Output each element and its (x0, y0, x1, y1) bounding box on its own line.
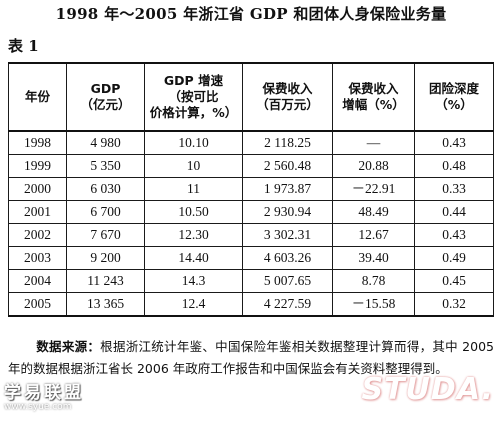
table-cell: 0.45 (414, 269, 494, 293)
table-cell: 2001 (8, 200, 67, 224)
table-cell: 2003 (8, 246, 67, 270)
table-cell: 11 243 (66, 269, 145, 293)
table-cell: 14.40 (144, 246, 243, 270)
table-row: 2003 9 200 14.40 4 603.26 39.40 0.49 (8, 246, 494, 270)
table-cell: 0.43 (414, 223, 494, 247)
table-cell: 48.49 (332, 200, 415, 224)
header-gdp: GDP （亿元） (66, 62, 145, 132)
table-cell: 10.50 (144, 200, 243, 224)
table-cell: 39.40 (332, 246, 415, 270)
table-cell: 6 030 (66, 177, 145, 201)
header-premium-growth: 保费收入 增幅（%） (332, 62, 415, 132)
table-cell: 5 350 (66, 154, 145, 178)
table-cell: 12.67 (332, 223, 415, 247)
header-line: （按可比 (168, 89, 219, 104)
table-cell: 10.10 (144, 130, 243, 155)
table-cell: 2002 (8, 223, 67, 247)
header-line: GDP 增速 (163, 73, 224, 88)
table-cell: 20.88 (332, 154, 415, 178)
table-cell: — (332, 130, 415, 155)
header-line: 保费收入 (348, 81, 399, 96)
table-cell: 2000 (8, 177, 67, 201)
table-header-row: 年份 GDP （亿元） GDP 增速 （按可比 价格计算，%） 保费收入 （百万元） 保费收入增… (8, 62, 494, 132)
header-line: 年份 (24, 89, 50, 104)
watermark-right: STUDA. (361, 372, 494, 407)
header-line: 价格计算，%） (149, 105, 238, 120)
table-cell: －15.58 (332, 292, 415, 317)
table-row: 1999 5 350 10 2 560.48 20.88 0.48 (8, 154, 494, 178)
table-label: 表 1 (8, 37, 39, 55)
table-cell: 13 365 (66, 292, 145, 317)
table-cell: 5 007.65 (242, 269, 333, 293)
watermark-left: 学易联盟 (4, 383, 84, 403)
table-cell: 12.4 (144, 292, 243, 317)
table-cell: 11 (144, 177, 243, 201)
table-cell: 8.78 (332, 269, 415, 293)
table-cell: 6 700 (66, 200, 145, 224)
table-cell: 1998 (8, 130, 67, 155)
table-cell: 2 930.94 (242, 200, 333, 224)
table-cell: 3 302.31 (242, 223, 333, 247)
source-footnote: 数据来源：根据浙江统计年鉴、中国保险年鉴相关数据整理计算而得，其中 2005 年… (8, 336, 494, 380)
table-cell: 2 118.25 (242, 130, 333, 155)
table-cell: 0.33 (414, 177, 494, 201)
table-cell: 4 980 (66, 130, 145, 155)
table-cell: 0.43 (414, 130, 494, 155)
footnote-label: 数据来源： (36, 339, 101, 354)
table-cell: 1 973.87 (242, 177, 333, 201)
document-title: 1998 年～2005 年浙江省 GDP 和团体人身保险业务量 (55, 5, 447, 23)
table-cell: 14.3 (144, 269, 243, 293)
table-cell: 4 603.26 (242, 246, 333, 270)
header-line: （%） (435, 97, 473, 112)
table-row: 2000 6 030 11 1 973.87 －22.91 0.33 (8, 177, 494, 201)
data-table: 年份 GDP （亿元） GDP 增速 （按可比 价格计算，%） 保费收入 （百万元） 保费收入增… (8, 62, 494, 317)
table-cell: －22.91 (332, 177, 415, 201)
table-cell: 2005 (8, 292, 67, 317)
header-depth: 团险深度 （%） (414, 62, 494, 132)
header-line: 增幅（%） (342, 97, 405, 112)
footnote-text: 根据浙江统计年鉴、中国保险年鉴相关数据整理计算而得，其中 2005 年的数据根据… (8, 339, 494, 376)
table-cell: 2 560.48 (242, 154, 333, 178)
table-cell: 10 (144, 154, 243, 178)
table-cell: 0.48 (414, 154, 494, 178)
table-cell: 9 200 (66, 246, 145, 270)
table-cell: 0.44 (414, 200, 494, 224)
header-gdp-growth: GDP 增速 （按可比 价格计算，%） (144, 62, 243, 132)
table-cell: 2004 (8, 269, 67, 293)
watermark-left-url: www.syue.com (4, 402, 72, 412)
table-cell: 12.30 (144, 223, 243, 247)
header-line: （百万元） (256, 97, 319, 112)
table-cell: 4 227.59 (242, 292, 333, 317)
header-premium: 保费收入 （百万元） (242, 62, 333, 132)
table-row: 2004 11 243 14.3 5 007.65 8.78 0.45 (8, 269, 494, 293)
header-line: 团险深度 (428, 81, 479, 96)
table-cell: 7 670 (66, 223, 145, 247)
table-row: 2005 13 365 12.4 4 227.59 －15.58 0.32 (8, 292, 494, 317)
table-row: 2002 7 670 12.30 3 302.31 12.67 0.43 (8, 223, 494, 247)
table-row: 1998 4 980 10.10 2 118.25—0.43 (8, 130, 494, 155)
table-row: 2001 6 700 10.50 2 930.94 48.49 0.44 (8, 200, 494, 224)
table-body: 1998 4 980 10.10 2 118.25—0.43 1999 5 350 10 2 … (8, 130, 494, 317)
header-year: 年份 (8, 62, 67, 132)
header-line: 保费收入 (262, 81, 313, 96)
table-cell: 0.32 (414, 292, 494, 317)
header-line: GDP (90, 81, 121, 96)
header-line: （亿元） (80, 97, 131, 112)
table-cell: 1999 (8, 154, 67, 178)
table-cell: 0.49 (414, 246, 494, 270)
